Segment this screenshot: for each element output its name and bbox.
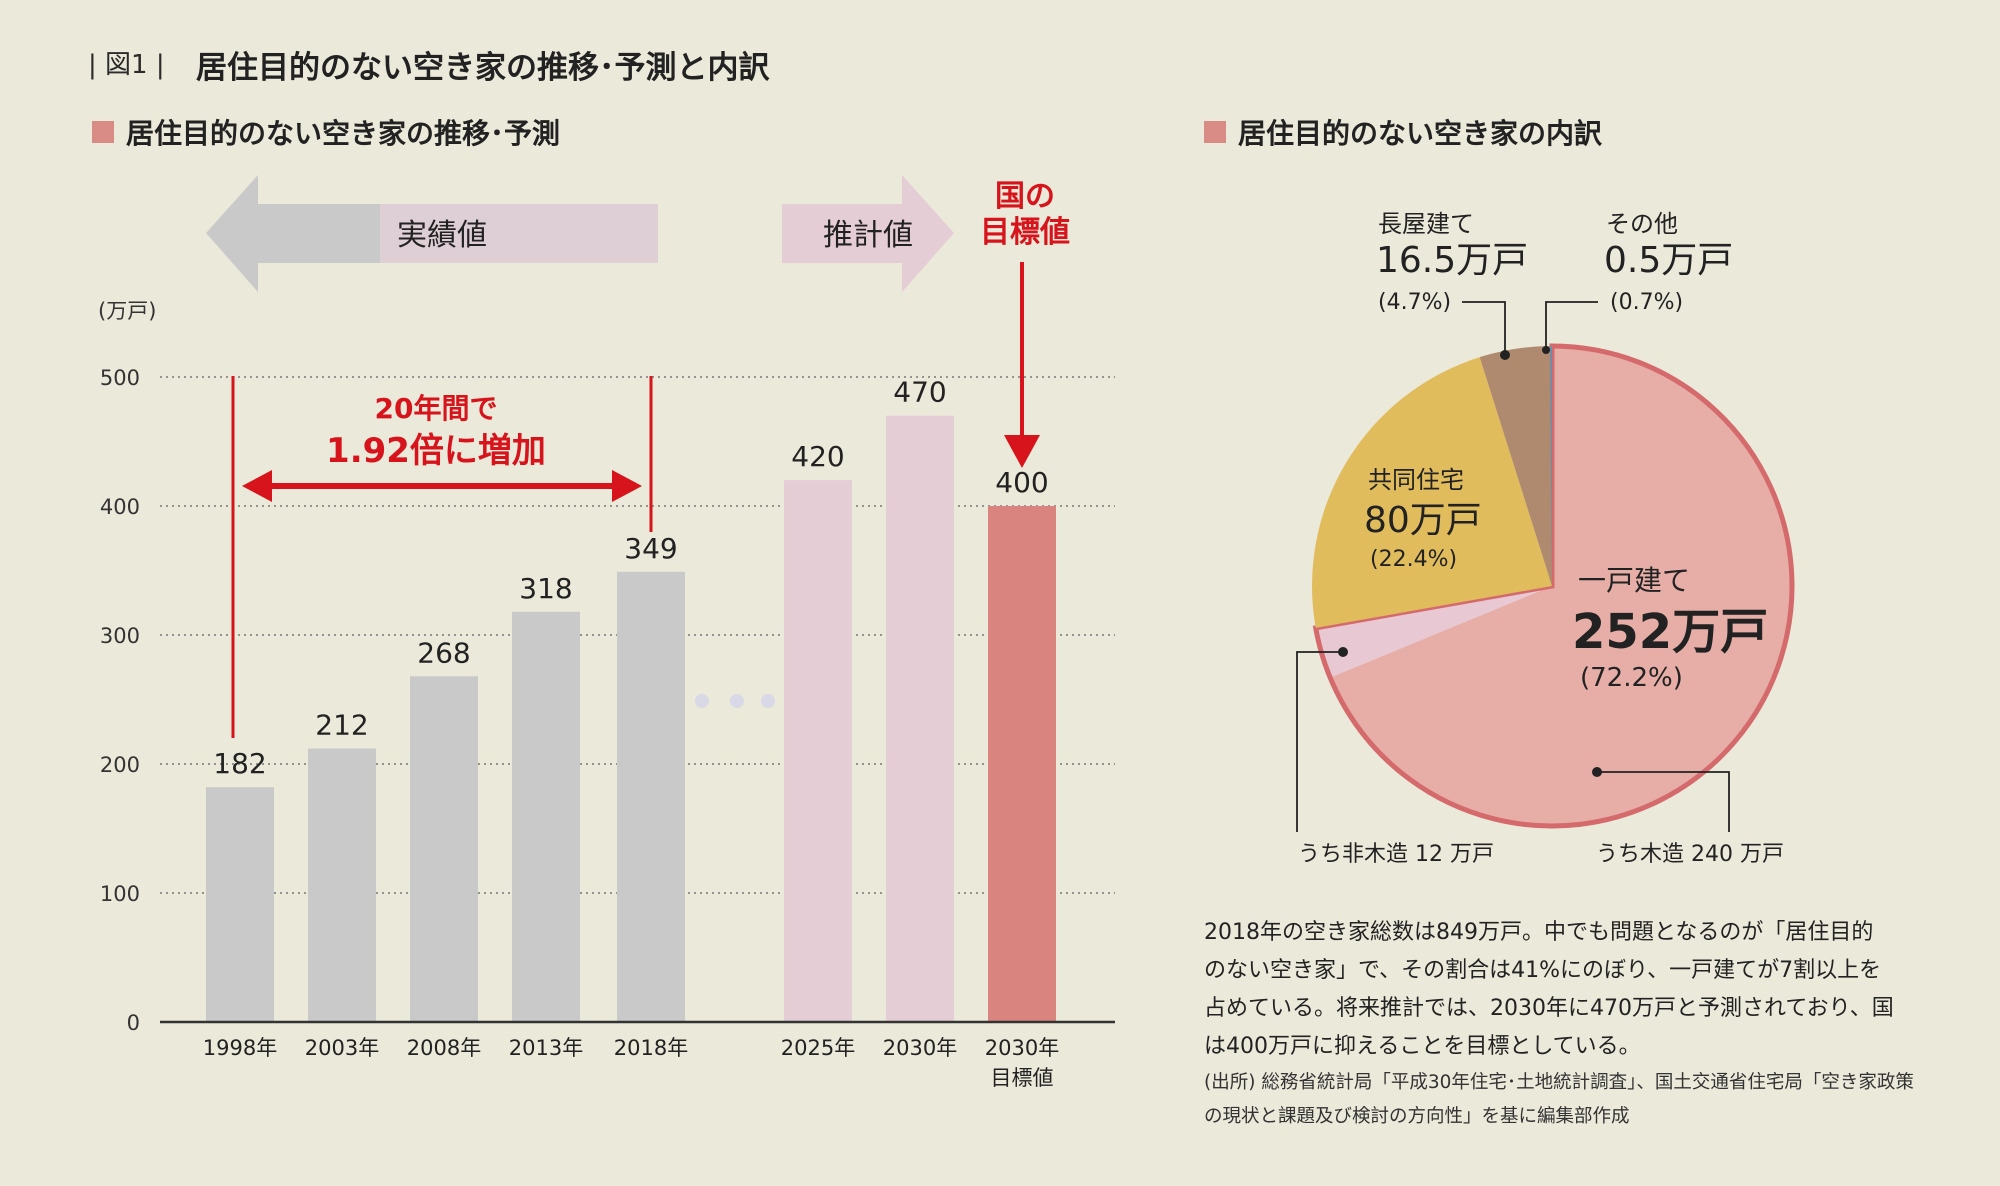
leader-line-row-house	[1462, 301, 1506, 355]
bar-value-label: 268	[417, 636, 470, 669]
x-tick-label: 2013年	[509, 1036, 583, 1060]
bar	[617, 571, 685, 1022]
figure-title: 居住目的のない空き家の推移･予測と内訳	[196, 50, 770, 86]
bar-section-title: 居住目的のない空き家の推移･予測	[92, 112, 560, 152]
sub-label-nonwood: うち非木造 12 万戸	[1298, 842, 1494, 867]
target-callout: 国の 目標値	[980, 179, 1070, 468]
pie-percent-other: (0.7%)	[1610, 290, 1683, 315]
x-tick-label: 目標値	[991, 1066, 1054, 1090]
estimate-arrow: 推計値	[782, 175, 954, 292]
pie-slice-detached-nonwood	[1315, 586, 1552, 678]
description-text: 2018年の空き家総数は849万戸。中でも問題となるのが「居住目的のない空き家」…	[1204, 920, 1894, 1059]
bar-value-label: 212	[315, 709, 368, 742]
pie-slice-row-house	[1479, 346, 1552, 586]
bar	[886, 415, 954, 1022]
pie-percent-apartment: (22.4%)	[1370, 547, 1457, 572]
y-tick-label: 400	[100, 495, 140, 519]
y-tick-label: 200	[100, 753, 140, 777]
estimate-arrow-shape	[782, 175, 954, 292]
y-tick-label: 500	[100, 366, 140, 390]
increase-text-line1: 20年間で	[375, 392, 498, 425]
source-text: (出所) 総務省統計局「平成30年住宅･土地統計調査」、国土交通省住宅局「空き家…	[1204, 1072, 1914, 1127]
bar	[988, 506, 1056, 1022]
double-arrow-right-head-icon	[612, 470, 642, 502]
actual-arrow-label: 実績値	[397, 218, 487, 253]
pie-label-detached: 一戸建て	[1578, 564, 1690, 597]
double-arrow-left-head-icon	[242, 470, 272, 502]
y-tick-label: 0	[127, 1011, 140, 1035]
pie-label-row-house: 長屋建て	[1378, 210, 1474, 238]
estimate-arrow-label: 推計値	[823, 218, 913, 253]
bar	[206, 787, 274, 1022]
leader-line-nonwood	[1296, 651, 1343, 832]
x-tick-label: 2025年	[781, 1036, 855, 1060]
pie-section-title: 居住目的のない空き家の内訳	[1204, 112, 1602, 152]
leader-line-wood	[1597, 771, 1730, 832]
sub-label-wood: うち木造 240 万戸	[1596, 842, 1784, 867]
bar	[512, 611, 580, 1022]
leader-dot	[1542, 346, 1550, 354]
pie-value-apartment: 80万戸	[1364, 500, 1482, 541]
pie-slice-apartment	[1312, 357, 1552, 628]
pie-value-other: 0.5万戸	[1604, 240, 1733, 281]
y-axis-unit: (万戸)	[98, 299, 156, 323]
bar	[784, 480, 852, 1022]
x-tick-label: 2030年	[883, 1036, 957, 1060]
pie-section-title-text: 居住目的のない空き家の内訳	[1238, 117, 1603, 150]
target-label-line1: 国の	[995, 179, 1055, 214]
actual-arrow-gradient	[380, 204, 658, 263]
actual-arrow: 実績値	[206, 175, 658, 292]
pie-value-detached: 252万戸	[1572, 604, 1768, 660]
bar-value-label: 420	[791, 440, 844, 473]
bar-value-label: 470	[893, 376, 946, 409]
leader-dot	[1500, 350, 1510, 360]
x-tick-label: 2003年	[305, 1036, 379, 1060]
bar	[308, 748, 376, 1022]
bar-section-title-text: 居住目的のない空き家の推移･予測	[126, 117, 561, 150]
gap-ellipsis	[695, 694, 775, 708]
pie-percent-detached: (72.2%)	[1580, 663, 1683, 693]
x-tick-label: 1998年	[203, 1036, 277, 1060]
y-tick-label: 100	[100, 882, 140, 906]
x-tick-label: 2008年	[407, 1036, 481, 1060]
pie-percent-row-house: (4.7%)	[1378, 290, 1451, 315]
pie-label-apartment: 共同住宅	[1368, 466, 1464, 494]
pie-label-other: その他	[1606, 210, 1678, 238]
pie-slice-detached-wood	[1330, 346, 1792, 826]
ellipsis-dot	[761, 694, 775, 708]
bar	[410, 676, 478, 1022]
target-label-line2: 目標値	[980, 215, 1070, 250]
section-marker-icon	[1204, 121, 1226, 143]
target-arrow-head-icon	[1004, 435, 1040, 468]
x-tick-label: 2030年	[985, 1036, 1059, 1060]
pie-chart: 一戸建て 252万戸(72.2%) 共同住宅 80万戸 (22.4%) 長屋建て16.5万…	[1296, 210, 1795, 867]
bar-value-label: 400	[995, 466, 1048, 499]
y-tick-label: 300	[100, 624, 140, 648]
ellipsis-dot	[730, 694, 744, 708]
ellipsis-dot	[695, 694, 709, 708]
leader-line-other	[1545, 301, 1598, 350]
leader-dot	[1338, 647, 1348, 657]
pie-value-row-house: 16.5万戸	[1376, 240, 1528, 281]
section-marker-icon	[92, 121, 114, 143]
bar-value-label: 318	[519, 572, 572, 605]
increase-text-line2: 1.92倍に増加	[326, 431, 546, 471]
bar-value-label: 349	[624, 532, 677, 565]
x-tick-label: 2018年	[614, 1036, 688, 1060]
figure-label: | 図1 |	[88, 50, 165, 80]
bar-value-label: 182	[213, 747, 266, 780]
bar-chart: 0 100 200 300 400 500 182 212 268 318 349 420 470 400…	[100, 366, 1115, 1090]
increase-annotation: 20年間で 1.92倍に増加	[231, 376, 653, 738]
pie-slice-other	[1549, 346, 1552, 586]
leader-dot	[1592, 767, 1602, 777]
pie-slice-detached-outline	[1312, 343, 1795, 829]
